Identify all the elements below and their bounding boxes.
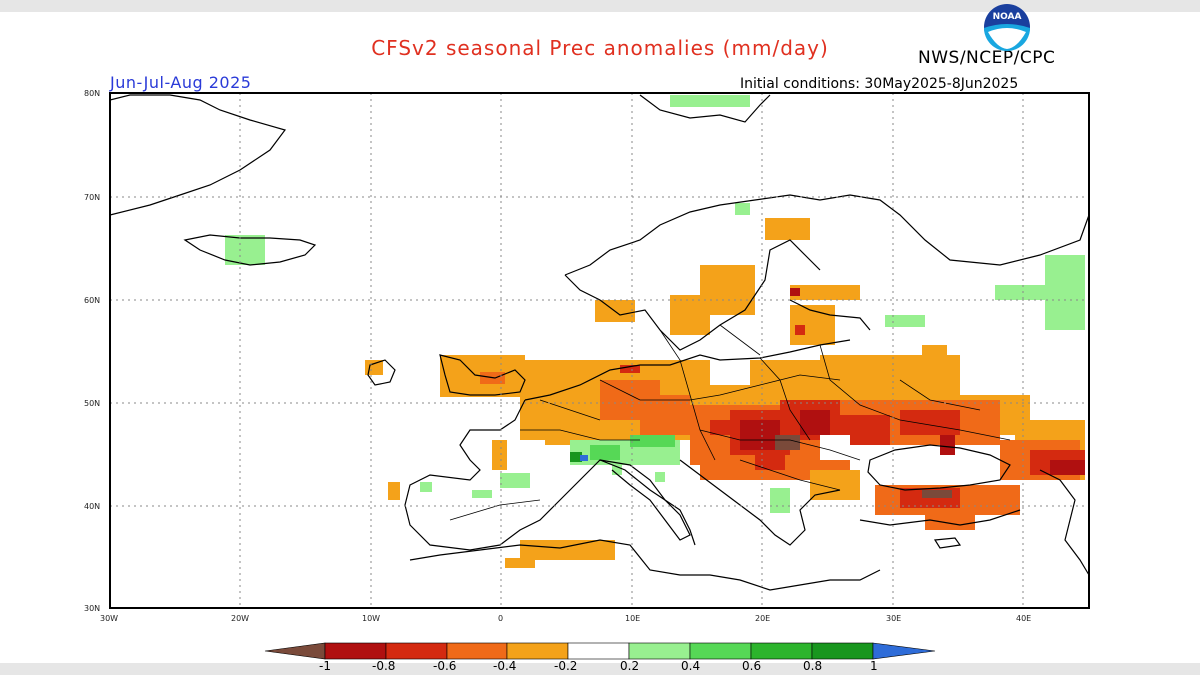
colorbar-cell xyxy=(567,642,630,660)
lon-label-30e: 30E xyxy=(886,614,901,623)
colorbar-cell xyxy=(811,642,874,660)
lon-labels: 30W 20W 10W 0 10E 20E 30E 40E xyxy=(100,614,1031,623)
colorbar-label: -0.4 xyxy=(493,659,516,673)
noaa-logo: NOAA xyxy=(984,4,1030,51)
chart-title: CFSv2 seasonal Prec anomalies (mm/day) xyxy=(371,36,829,60)
agency-label: NWS/NCEP/CPC xyxy=(918,48,1056,68)
colorbar-cell xyxy=(628,642,691,660)
logo-text: NOAA xyxy=(993,12,1022,22)
colorbar-label: -1 xyxy=(319,659,331,673)
colorbar-label: -0.8 xyxy=(372,659,395,673)
colorbar-cell xyxy=(750,642,813,660)
season-label: Jun-Jul-Aug 2025 xyxy=(110,73,252,92)
lat-labels: 80N 70N 60N 50N 40N 30N xyxy=(84,89,100,613)
lon-label-40e: 40E xyxy=(1016,614,1031,623)
colorbar-label: 0.4 xyxy=(681,659,700,673)
plot-frame xyxy=(109,92,1090,609)
colorbar-cell xyxy=(506,642,569,660)
colorbar-label: 0.8 xyxy=(803,659,822,673)
top-frame-bar xyxy=(0,0,1200,12)
country-borders xyxy=(449,324,1011,521)
lon-label-30w: 30W xyxy=(100,614,118,623)
anomaly-cells xyxy=(225,95,1085,568)
lon-label-20e: 20E xyxy=(755,614,770,623)
coastlines xyxy=(109,94,1090,591)
colorbar-cell xyxy=(324,642,387,660)
lon-label-10e: 10E xyxy=(625,614,640,623)
colorbar-cell xyxy=(689,642,752,660)
colorbar-label: 1 xyxy=(870,659,878,673)
lat-label-80n: 80N xyxy=(84,89,100,98)
colorbar-label: 0.2 xyxy=(620,659,639,673)
initial-conditions-label: Initial conditions: 30May2025-8Jun2025 xyxy=(740,76,1019,92)
grid-lines xyxy=(110,93,1089,608)
colorbar-label: -0.2 xyxy=(554,659,577,673)
lat-label-60n: 60N xyxy=(84,296,100,305)
bottom-frame-bar xyxy=(0,663,1200,675)
lat-label-50n: 50N xyxy=(84,399,100,408)
lat-label-70n: 70N xyxy=(84,193,100,202)
colorbar-label: -0.6 xyxy=(433,659,456,673)
colorbar-cell xyxy=(446,642,508,660)
colorbar-cell xyxy=(385,642,448,660)
colorbar-left-arrow xyxy=(264,642,326,660)
lat-label-40n: 40N xyxy=(84,502,100,511)
lon-label-20w: 20W xyxy=(231,614,249,623)
lon-label-0: 0 xyxy=(498,614,503,623)
lon-label-10w: 10W xyxy=(362,614,380,623)
colorbar-label: 0.6 xyxy=(742,659,761,673)
lat-label-30n: 30N xyxy=(84,604,100,613)
colorbar-right-arrow xyxy=(872,642,936,660)
colorbar: -1 -0.8 -0.6 -0.4 -0.2 0.2 0.4 0.6 0.8 1 xyxy=(264,642,936,673)
